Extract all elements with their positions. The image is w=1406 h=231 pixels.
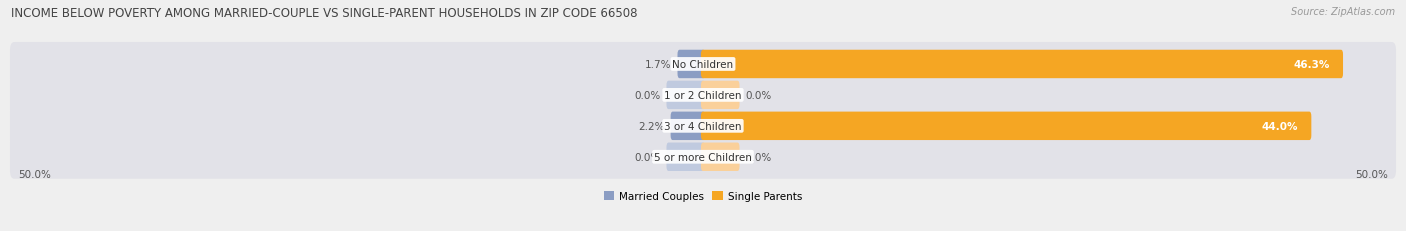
FancyBboxPatch shape bbox=[666, 143, 704, 171]
Text: 0.0%: 0.0% bbox=[745, 152, 772, 162]
FancyBboxPatch shape bbox=[671, 112, 704, 140]
FancyBboxPatch shape bbox=[678, 51, 704, 79]
FancyBboxPatch shape bbox=[702, 143, 740, 171]
FancyBboxPatch shape bbox=[702, 51, 1343, 79]
Text: 44.0%: 44.0% bbox=[1261, 121, 1298, 131]
Text: 0.0%: 0.0% bbox=[634, 152, 661, 162]
Text: 50.0%: 50.0% bbox=[1355, 169, 1388, 179]
Text: 0.0%: 0.0% bbox=[634, 91, 661, 100]
Text: 5 or more Children: 5 or more Children bbox=[654, 152, 752, 162]
Text: 50.0%: 50.0% bbox=[18, 169, 51, 179]
FancyBboxPatch shape bbox=[10, 135, 1396, 179]
Text: 2.2%: 2.2% bbox=[638, 121, 665, 131]
FancyBboxPatch shape bbox=[702, 112, 1312, 140]
FancyBboxPatch shape bbox=[10, 74, 1396, 117]
Text: Source: ZipAtlas.com: Source: ZipAtlas.com bbox=[1291, 7, 1395, 17]
Text: 1 or 2 Children: 1 or 2 Children bbox=[664, 91, 742, 100]
Text: 3 or 4 Children: 3 or 4 Children bbox=[664, 121, 742, 131]
FancyBboxPatch shape bbox=[666, 81, 704, 110]
FancyBboxPatch shape bbox=[10, 43, 1396, 87]
Text: 0.0%: 0.0% bbox=[745, 91, 772, 100]
FancyBboxPatch shape bbox=[10, 104, 1396, 148]
Text: No Children: No Children bbox=[672, 60, 734, 70]
Text: 46.3%: 46.3% bbox=[1294, 60, 1330, 70]
Legend: Married Couples, Single Parents: Married Couples, Single Parents bbox=[599, 187, 807, 206]
Text: 1.7%: 1.7% bbox=[645, 60, 671, 70]
Text: INCOME BELOW POVERTY AMONG MARRIED-COUPLE VS SINGLE-PARENT HOUSEHOLDS IN ZIP COD: INCOME BELOW POVERTY AMONG MARRIED-COUPL… bbox=[11, 7, 638, 20]
FancyBboxPatch shape bbox=[702, 81, 740, 110]
